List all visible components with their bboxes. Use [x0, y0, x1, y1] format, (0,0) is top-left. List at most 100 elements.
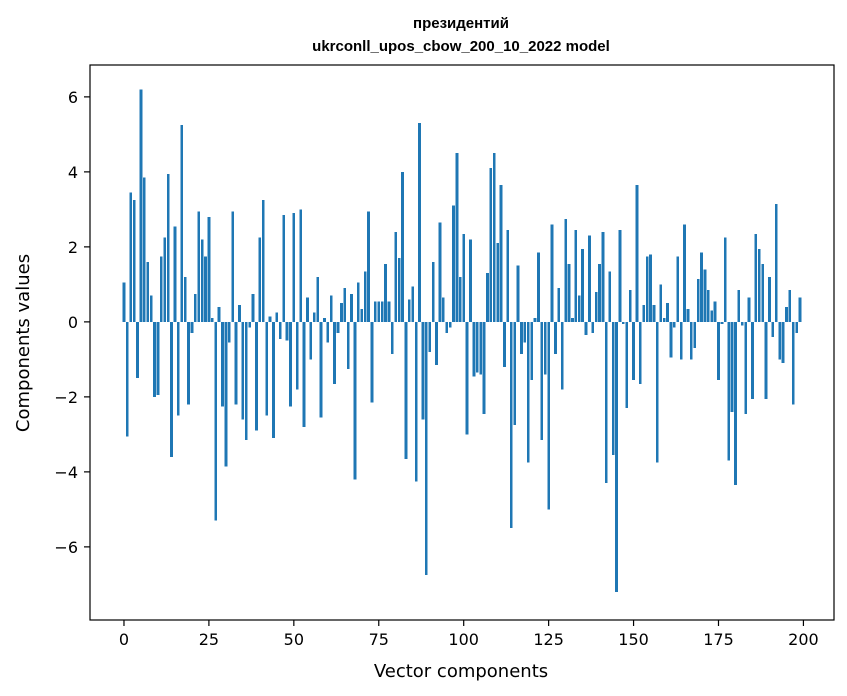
y-tick-label: 2 [68, 238, 78, 257]
bar-component-113 [506, 230, 510, 322]
bar-component-73 [370, 321, 374, 403]
bar-component-86 [414, 321, 418, 482]
bar-component-128 [557, 288, 561, 322]
bar-component-144 [611, 321, 615, 456]
bar-component-95 [445, 321, 449, 334]
bar-component-139 [594, 291, 598, 322]
bar-component-25 [207, 216, 211, 322]
x-axis-ticks: 0 25 50 75 100 125 150 175 200 [119, 620, 819, 649]
bar-component-77 [384, 263, 387, 322]
bar-component-131 [567, 263, 571, 322]
bar-component-67 [350, 293, 353, 322]
bar-component-186 [754, 233, 758, 322]
bar-component-167 [689, 321, 693, 360]
bar-component-28 [217, 306, 221, 322]
bar-component-100 [462, 233, 466, 322]
x-tick-label: 0 [119, 630, 129, 649]
bar-component-159 [662, 318, 666, 322]
x-tick-label: 150 [618, 630, 649, 649]
bar-component-103 [472, 321, 476, 377]
x-tick-label: 50 [284, 630, 304, 649]
bar-component-32 [231, 211, 235, 322]
bar-component-197 [791, 321, 795, 405]
bar-component-194 [781, 321, 785, 364]
bar-component-17 [180, 125, 184, 322]
bar-component-64 [340, 303, 343, 322]
bar-component-191 [771, 321, 775, 337]
bar-component-115 [513, 321, 517, 426]
bar-component-3 [132, 200, 136, 322]
x-tick-label: 175 [703, 630, 734, 649]
bar-component-158 [659, 284, 663, 322]
bar-component-163 [676, 256, 680, 322]
bar-component-172 [706, 290, 710, 322]
bar-component-162 [672, 321, 676, 328]
bar-component-14 [170, 321, 173, 457]
bar-component-121 [533, 318, 537, 322]
bar-component-92 [435, 321, 438, 366]
bar-component-147 [622, 321, 625, 324]
bar-component-59 [323, 318, 326, 322]
bar-component-79 [391, 321, 394, 354]
bar-component-199 [798, 297, 802, 322]
bar-component-34 [238, 305, 241, 322]
bar-component-31 [227, 321, 231, 343]
bar-component-112 [503, 321, 506, 367]
bar-component-45 [275, 312, 279, 322]
bar-component-168 [693, 321, 697, 349]
bar-component-93 [438, 222, 442, 322]
bar-component-65 [343, 288, 347, 322]
bar-component-117 [520, 321, 523, 354]
bar-component-11 [159, 256, 163, 322]
bar-component-193 [778, 321, 781, 360]
bar-component-155 [649, 254, 652, 322]
bar-component-44 [272, 321, 275, 439]
bar-component-165 [683, 224, 686, 322]
bar-component-143 [608, 271, 612, 322]
x-tick-label: 25 [199, 630, 219, 649]
bar-component-74 [374, 301, 377, 322]
y-tick-label: −2 [54, 388, 78, 407]
bar-component-141 [601, 231, 605, 322]
bar-component-180 [734, 321, 737, 486]
bar-component-47 [282, 215, 285, 322]
bar-component-88 [421, 321, 425, 420]
bar-component-99 [458, 276, 462, 322]
bar-component-70 [360, 308, 364, 322]
y-tick-label: −6 [54, 538, 78, 557]
bar-component-26 [210, 318, 214, 322]
x-tick-label: 200 [788, 630, 819, 649]
bar-component-123 [540, 321, 544, 441]
bar-component-153 [642, 305, 646, 322]
bar-component-142 [605, 321, 608, 484]
bar-component-179 [730, 321, 734, 412]
bar-component-132 [571, 318, 574, 322]
bar-component-41 [261, 200, 265, 322]
bar-component-184 [747, 297, 751, 322]
bar-component-129 [560, 321, 564, 390]
bar-component-33 [234, 321, 238, 405]
bar-component-0 [122, 282, 126, 322]
bar-component-13 [166, 173, 170, 322]
bar-component-130 [564, 218, 567, 322]
bar-component-114 [509, 321, 513, 529]
bar-component-98 [455, 153, 459, 322]
bar-component-183 [744, 321, 748, 414]
bar-component-16 [176, 321, 180, 416]
bar-component-40 [258, 237, 262, 322]
bar-component-19 [187, 321, 190, 405]
bar-component-119 [526, 321, 530, 463]
bar-component-161 [669, 321, 673, 358]
bar-component-48 [285, 321, 289, 341]
bar-component-160 [666, 303, 669, 322]
bar-component-177 [723, 237, 727, 322]
bar-component-108 [489, 168, 493, 322]
bar-component-69 [357, 282, 360, 322]
bar-component-173 [710, 310, 714, 322]
bar-component-133 [574, 230, 578, 322]
x-axis-label: Vector components [374, 661, 548, 682]
bar-component-154 [645, 256, 649, 322]
bar-component-82 [401, 171, 404, 322]
bar-component-134 [577, 295, 581, 322]
